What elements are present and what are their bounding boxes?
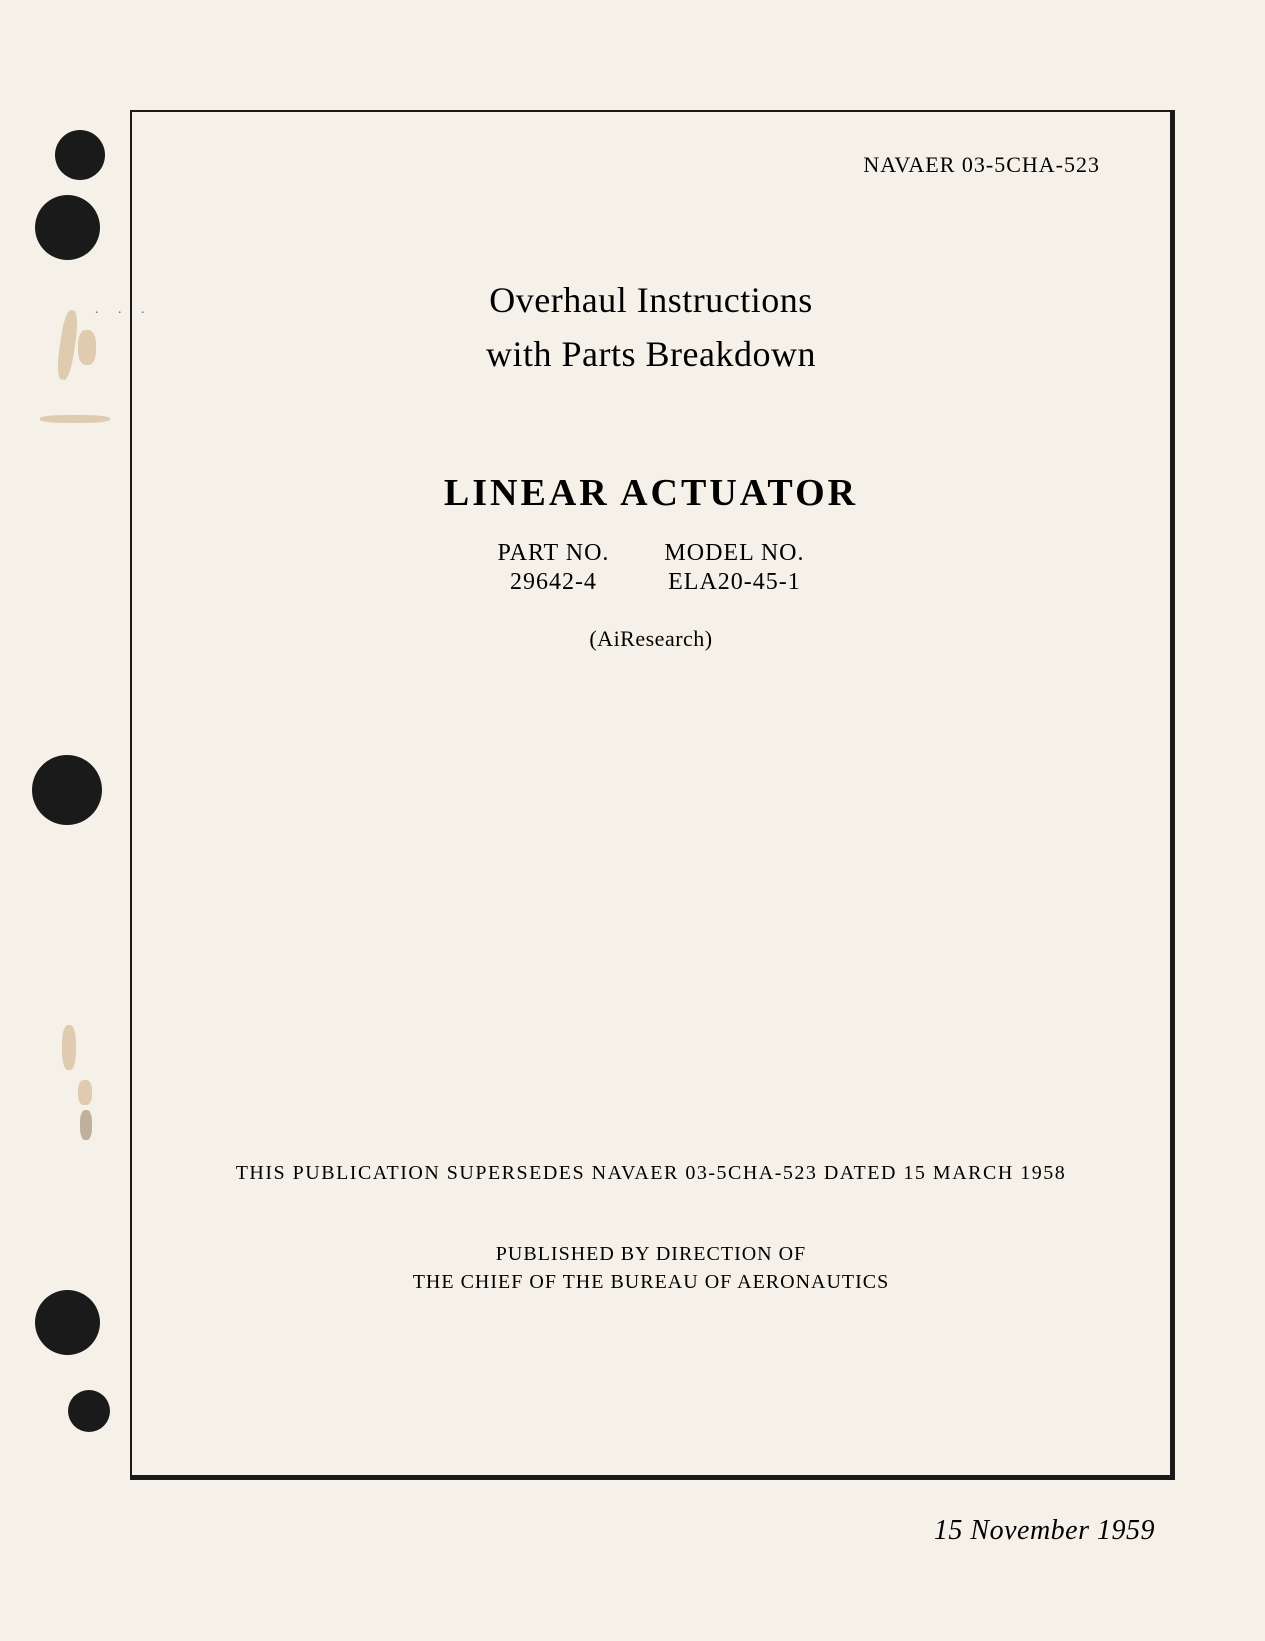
part-value: 29642-4 bbox=[497, 569, 609, 596]
published-by-line-2: THE CHIEF OF THE BUREAU OF AERONAUTICS bbox=[182, 1268, 1120, 1296]
subject-title: LINEAR ACTUATOR bbox=[182, 471, 1120, 515]
title-line-2: with Parts Breakdown bbox=[182, 327, 1120, 381]
model-number-block: MODEL NO. ELA20-45-1 bbox=[664, 540, 804, 596]
publication-date: 15 November 1959 bbox=[130, 1515, 1155, 1547]
binder-hole-icon bbox=[32, 755, 102, 825]
published-by: PUBLISHED BY DIRECTION OF THE CHIEF OF T… bbox=[182, 1240, 1120, 1296]
part-label: PART NO. bbox=[497, 540, 609, 567]
document-id: NAVAER 03-5CHA-523 bbox=[182, 152, 1100, 178]
paper-smudge-icon bbox=[78, 1080, 92, 1105]
subject-section: LINEAR ACTUATOR PART NO. 29642-4 MODEL N… bbox=[182, 471, 1120, 596]
binder-hole-icon bbox=[35, 1290, 100, 1355]
manufacturer: (AiResearch) bbox=[182, 626, 1120, 652]
paper-smudge-icon bbox=[80, 1110, 92, 1140]
paper-smudge-icon bbox=[78, 330, 96, 365]
binder-hole-icon bbox=[35, 195, 100, 260]
content-frame: NAVAER 03-5CHA-523 Overhaul Instructions… bbox=[130, 110, 1175, 1480]
title-section: Overhaul Instructions with Parts Breakdo… bbox=[182, 273, 1120, 381]
paper-smudge-icon bbox=[62, 1025, 76, 1070]
model-value: ELA20-45-1 bbox=[664, 569, 804, 596]
supersedes-notice: THIS PUBLICATION SUPERSEDES NAVAER 03-5C… bbox=[182, 1162, 1120, 1185]
model-label: MODEL NO. bbox=[664, 540, 804, 567]
paper-smudge-icon bbox=[40, 415, 110, 423]
published-by-line-1: PUBLISHED BY DIRECTION OF bbox=[182, 1240, 1120, 1268]
binder-holes bbox=[30, 0, 110, 1641]
binder-hole-icon bbox=[55, 130, 105, 180]
binder-hole-icon bbox=[68, 1390, 110, 1432]
paper-smudge-icon bbox=[55, 309, 80, 380]
part-number-block: PART NO. 29642-4 bbox=[497, 540, 609, 596]
title-line-1: Overhaul Instructions bbox=[182, 273, 1120, 327]
document-page: . . . NAVAER 03-5CHA-523 Overhaul Instru… bbox=[0, 0, 1265, 1641]
part-model-row: PART NO. 29642-4 MODEL NO. ELA20-45-1 bbox=[182, 540, 1120, 596]
